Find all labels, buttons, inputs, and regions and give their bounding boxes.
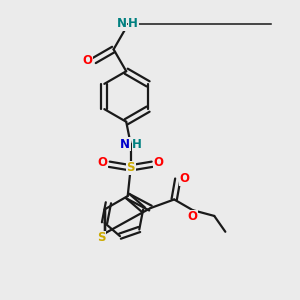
Text: O: O <box>188 210 198 223</box>
Text: S: S <box>126 161 135 174</box>
Text: O: O <box>83 54 93 67</box>
Text: O: O <box>179 172 189 185</box>
Text: N: N <box>117 17 127 30</box>
Text: N: N <box>120 138 130 151</box>
Text: S: S <box>97 232 106 244</box>
Text: O: O <box>98 156 108 169</box>
Text: H: H <box>128 17 138 30</box>
Text: O: O <box>154 156 164 169</box>
Text: H: H <box>132 138 142 151</box>
